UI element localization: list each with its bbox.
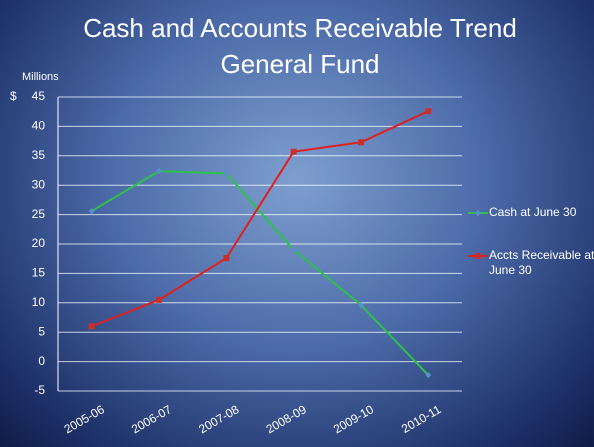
y-tick-label: -5 <box>34 383 45 397</box>
x-tick-label: 2010-11 <box>399 402 444 436</box>
y-tick-label: 0 <box>38 354 45 368</box>
x-tick-label: 2007-08 <box>196 402 241 436</box>
legend-label: Accts Receivable at June 30 <box>489 248 594 277</box>
y-tick-label: 35 <box>32 148 46 162</box>
marker <box>156 168 162 175</box>
x-tick-label: 2009-10 <box>331 402 376 436</box>
y-tick-label: 20 <box>32 236 46 250</box>
legend-marker <box>475 210 481 216</box>
marker <box>156 296 162 303</box>
marker <box>290 148 297 155</box>
y-axis-label: Millions <box>22 71 59 83</box>
marker <box>223 255 230 262</box>
chart-title: Cash and Accounts Receivable Trend <box>83 13 517 43</box>
marker <box>290 246 297 253</box>
y-unit: $ <box>10 89 17 103</box>
marker <box>425 372 432 379</box>
y-tick-label: 45 <box>32 89 46 103</box>
y-tick-label: 40 <box>32 119 46 133</box>
series-line <box>91 170 430 376</box>
x-tick-label: 2006-07 <box>129 402 174 436</box>
x-tick-label: 2005-06 <box>62 402 107 436</box>
chart-title: General Fund <box>221 49 380 79</box>
x-tick-label: 2008-09 <box>264 402 309 436</box>
marker <box>88 208 95 215</box>
marker <box>358 302 364 309</box>
marker <box>425 108 432 115</box>
marker <box>223 170 230 177</box>
legend-label: Cash at June 30 <box>489 205 577 219</box>
y-tick-label: 10 <box>32 295 46 309</box>
y-tick-label: 25 <box>32 207 46 221</box>
marker <box>358 139 364 146</box>
legend-marker <box>475 253 481 259</box>
marker <box>88 323 95 330</box>
series-line <box>91 110 429 328</box>
y-tick-label: 15 <box>32 266 46 280</box>
y-tick-label: 30 <box>32 177 46 191</box>
y-tick-label: 5 <box>38 324 45 338</box>
